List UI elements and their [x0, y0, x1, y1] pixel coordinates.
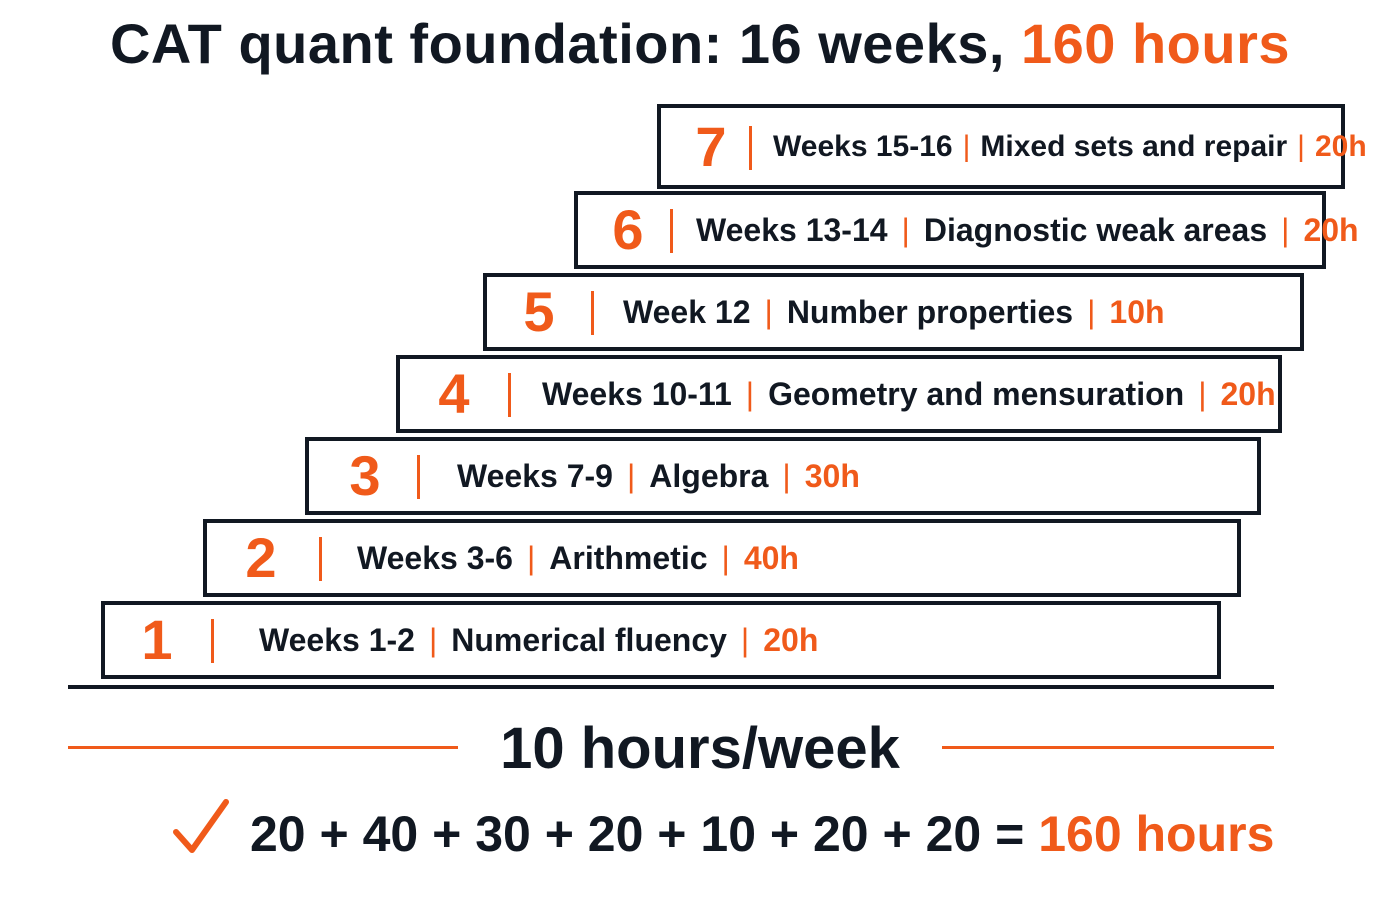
separator: |	[721, 540, 730, 576]
step-7: 7 Weeks 15-16 | Mixed sets and repair | 20h	[657, 104, 1367, 189]
step-weeks: Weeks 15-16	[773, 130, 953, 163]
step-number: 2	[245, 526, 277, 589]
step-number: 4	[438, 362, 470, 425]
step-hours: 30h	[804, 458, 860, 494]
step-topic: Numerical fluency	[451, 622, 727, 658]
step-label: Weeks 3-6 | Arithmetic | 40h	[357, 523, 799, 593]
step-hours: 20h	[1220, 376, 1276, 412]
separator: |	[782, 458, 791, 494]
step-weeks: Weeks 3-6	[357, 540, 513, 576]
step-divider	[591, 291, 594, 335]
separator: |	[626, 458, 636, 494]
checkmark-icon	[173, 799, 229, 853]
step-label: Week 12 | Number properties | 10h	[623, 277, 1165, 347]
step-label: Weeks 10-11 | Geometry and mensuration | 20h	[542, 359, 1276, 429]
equation-sum: 20 + 40 + 30 + 20 + 10 + 20 + 20 =	[250, 806, 1025, 862]
step-label: Weeks 7-9 | Algebra | 30h	[457, 441, 860, 511]
step-topic: Algebra	[649, 458, 769, 494]
separator: |	[1198, 376, 1207, 412]
separator: |	[745, 376, 755, 412]
step-hours: 20h	[1314, 130, 1367, 163]
rate-rule-left	[68, 746, 458, 749]
separator: |	[962, 130, 971, 163]
step-weeks: Weeks 10-11	[542, 376, 732, 412]
title-highlight: 160 hours	[1020, 12, 1291, 75]
step-number: 6	[612, 198, 644, 261]
separator: |	[901, 212, 910, 248]
step-divider	[319, 537, 322, 581]
step-number: 3	[349, 444, 381, 507]
step-number: 7	[695, 115, 727, 178]
step-weeks: Weeks 1-2	[259, 622, 415, 658]
step-weeks: Weeks 7-9	[457, 458, 613, 494]
weekly-rate: 10 hours/week	[500, 716, 900, 781]
step-5: 5 Week 12 | Number properties | 10h	[483, 273, 1304, 351]
step-topic: Diagnostic weak areas	[923, 212, 1268, 248]
separator: |	[428, 622, 438, 658]
step-number: 5	[523, 280, 555, 343]
step-hours: 40h	[743, 540, 799, 576]
separator: |	[740, 622, 750, 658]
total-equation: 20 + 40 + 30 + 20 + 10 + 20 + 20 = 160 h…	[250, 803, 1274, 865]
step-topic: Mixed sets and repair	[980, 130, 1288, 163]
title-prefix: CAT quant foundation: 16 weeks,	[109, 12, 1005, 75]
step-weeks: Weeks 13-14	[696, 212, 888, 248]
step-1: 1 Weeks 1-2 | Numerical fluency | 20h	[101, 601, 1221, 679]
separator: |	[1297, 130, 1305, 163]
step-number: 1	[141, 608, 173, 671]
step-divider	[508, 373, 511, 417]
separator: |	[764, 294, 773, 330]
step-topic: Arithmetic	[549, 540, 708, 576]
step-label: Weeks 15-16 | Mixed sets and repair | 20h	[773, 112, 1367, 182]
step-hours: 10h	[1109, 294, 1165, 330]
separator: |	[526, 540, 536, 576]
step-label: Weeks 13-14 | Diagnostic weak areas | 20h	[696, 195, 1359, 265]
separator: |	[1087, 294, 1096, 330]
step-label: Weeks 1-2 | Numerical fluency | 20h	[259, 605, 818, 675]
separator: |	[1281, 212, 1290, 248]
step-divider	[417, 455, 420, 499]
step-6: 6 Weeks 13-14 | Diagnostic weak areas | 20h	[574, 191, 1359, 269]
step-hours: 20h	[1303, 212, 1359, 248]
rate-rule-right	[942, 746, 1274, 749]
step-topic: Number properties	[786, 294, 1074, 330]
step-topic: Geometry and mensuration	[768, 376, 1185, 412]
step-divider	[749, 126, 752, 170]
step-divider	[211, 619, 214, 663]
staircase-baseline	[68, 685, 1274, 689]
equation-total: 160 hours	[1038, 806, 1275, 862]
step-2: 2 Weeks 3-6 | Arithmetic | 40h	[203, 519, 1241, 597]
step-weeks: Week 12	[623, 294, 751, 330]
step-3: 3 Weeks 7-9 | Algebra | 30h	[305, 437, 1261, 515]
step-divider	[670, 209, 673, 253]
page-title: CAT quant foundation: 16 weeks, 160 hour…	[0, 10, 1400, 78]
step-4: 4 Weeks 10-11 | Geometry and mensuration | 2…	[396, 355, 1282, 433]
step-hours: 20h	[763, 622, 819, 658]
